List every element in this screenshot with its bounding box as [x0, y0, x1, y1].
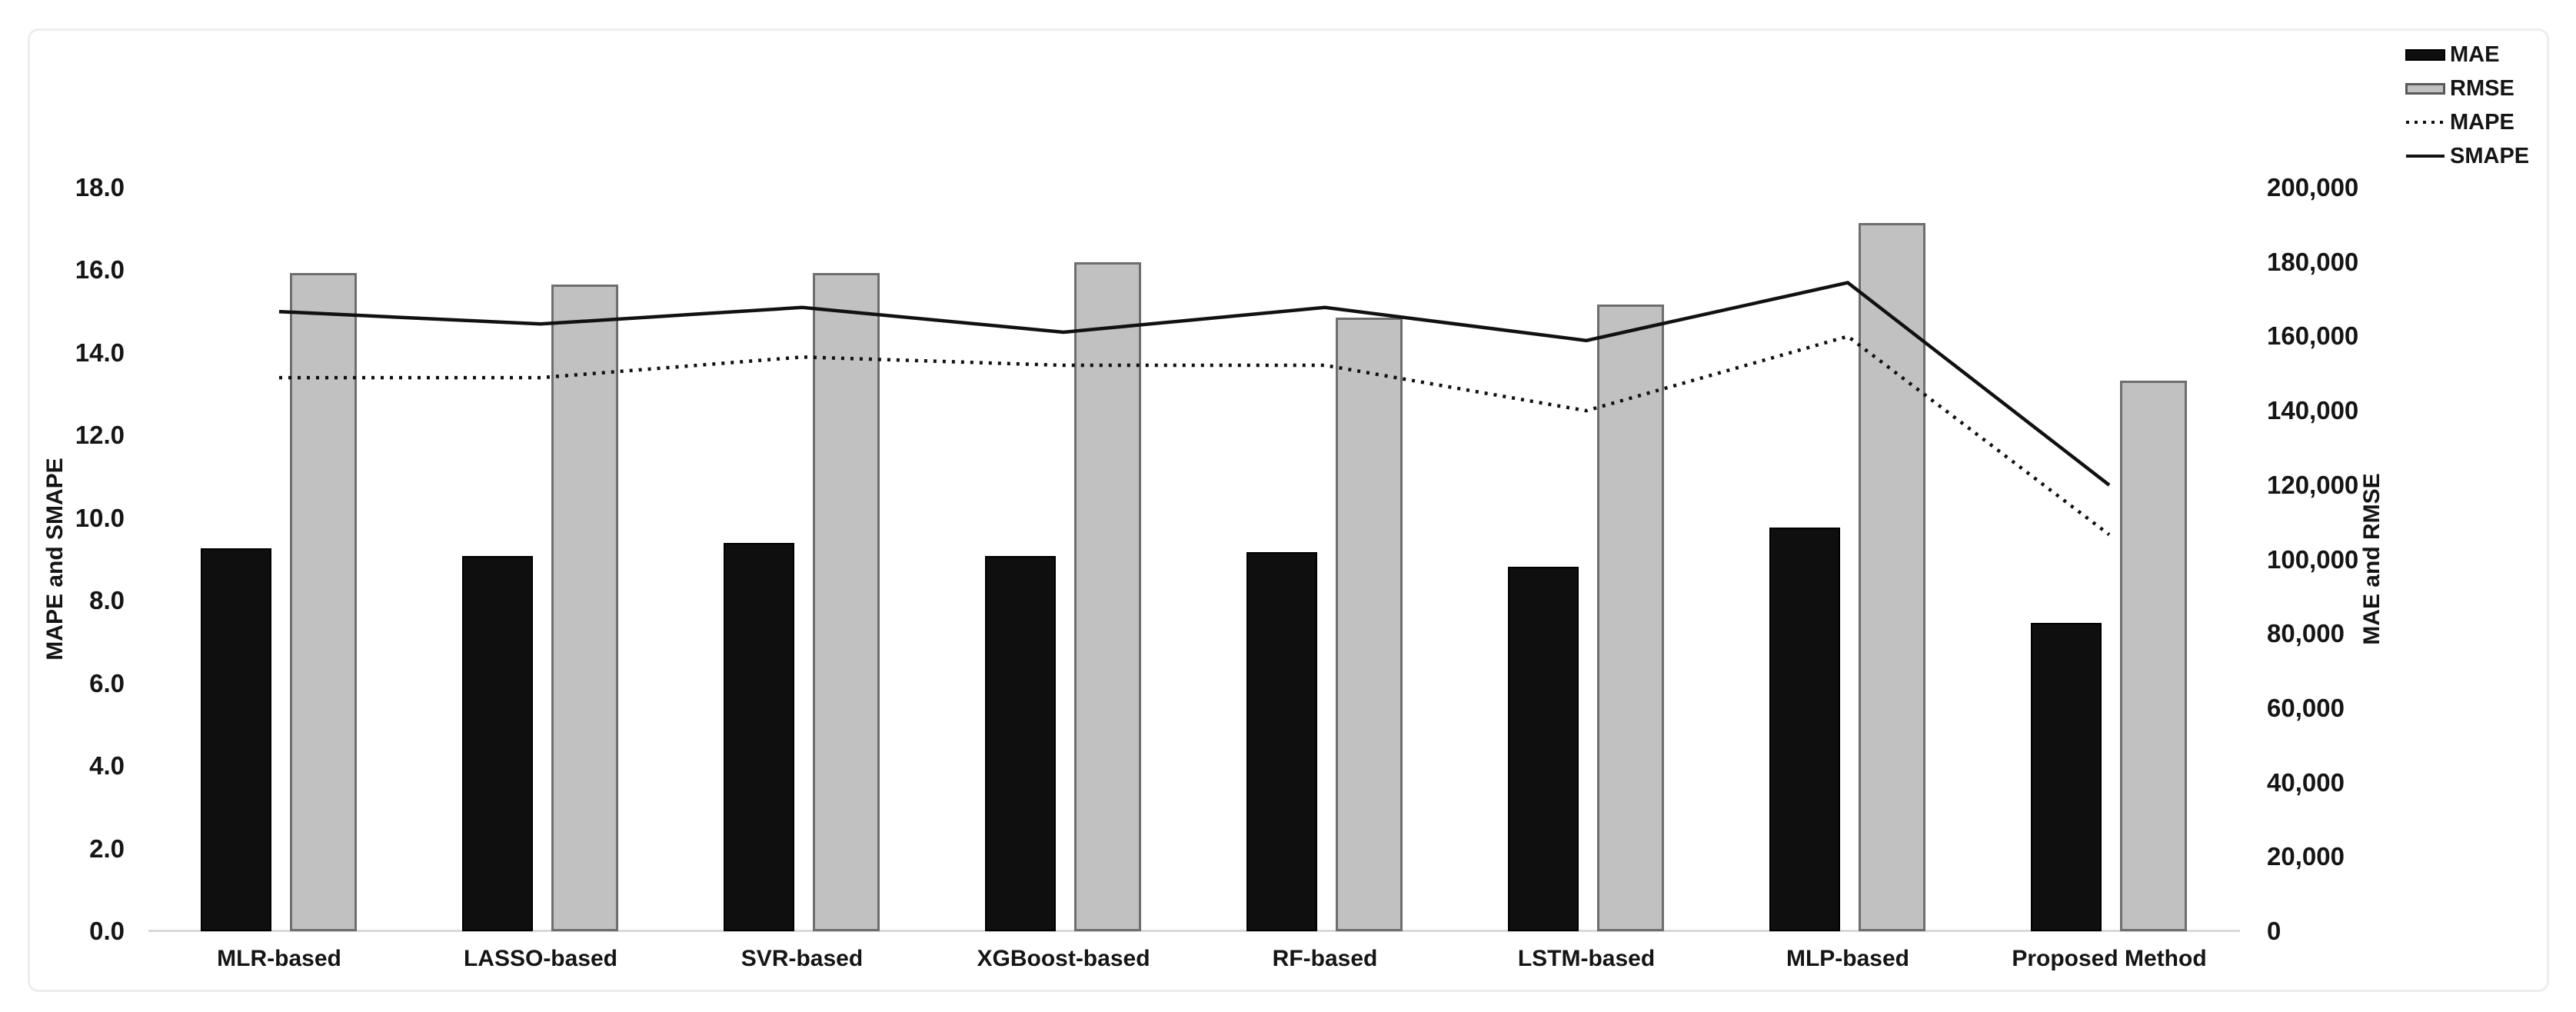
- rmse-bar: [290, 273, 357, 931]
- mape-line-swatch-icon: [2406, 121, 2445, 124]
- category-label: Proposed Method: [2012, 946, 2207, 971]
- left-axis-tick: 14.0: [75, 338, 125, 367]
- left-axis-tick: 0.0: [89, 917, 125, 945]
- right-axis-tick: 40,000: [2267, 767, 2345, 797]
- right-axis-tick: 140,000: [2267, 396, 2359, 425]
- mae-bar: [462, 555, 533, 931]
- mae-bar: [1769, 528, 1840, 931]
- right-axis-tick: 60,000: [2267, 693, 2345, 722]
- x-axis-baseline: [148, 930, 2240, 932]
- mae-bar: [724, 542, 794, 931]
- left-axis-tick: 10.0: [75, 503, 125, 532]
- mae-bar: [201, 548, 271, 931]
- right-axis-tick: 180,000: [2267, 247, 2359, 276]
- chart-frame-border: [28, 28, 2549, 992]
- right-axis-tick: 0: [2267, 917, 2281, 945]
- right-axis-tick: 200,000: [2267, 173, 2359, 201]
- left-axis-tick: 2.0: [89, 834, 125, 863]
- left-axis-tick: 16.0: [75, 255, 125, 285]
- right-axis-tick: 80,000: [2267, 619, 2345, 648]
- legend-item-label: RMSE: [2450, 76, 2514, 101]
- left-axis-tick: 6.0: [89, 668, 125, 697]
- rmse-bar: [1336, 318, 1403, 931]
- category-label: SVR-based: [741, 946, 864, 971]
- left-axis-tick: 18.0: [75, 173, 125, 201]
- left-axis-tick: 12.0: [75, 421, 125, 450]
- category-label: MLR-based: [217, 946, 341, 971]
- rmse-bar: [1597, 305, 1664, 931]
- category-label: LSTM-based: [1517, 946, 1656, 971]
- rmse-bar: [2120, 381, 2187, 931]
- mae-bar: [1508, 567, 1579, 931]
- smape-line: [278, 281, 2111, 487]
- rmse-bar: [1074, 261, 1141, 931]
- right-axis-tick: 120,000: [2267, 470, 2359, 499]
- legend-item-label: MAE: [2450, 42, 2500, 67]
- left-axis-tick: 8.0: [89, 586, 125, 615]
- left-axis-tick: 4.0: [89, 751, 125, 781]
- smape-line-swatch-icon: [2406, 155, 2445, 158]
- rmse-bar: [813, 273, 880, 931]
- mae-swatch-icon: [2405, 48, 2445, 61]
- rmse-swatch-icon: [2405, 82, 2445, 95]
- mape-line: [279, 334, 2111, 537]
- mae-bar: [985, 555, 1056, 931]
- mae-bar: [1246, 551, 1317, 931]
- legend: MAE RMSE MAPE SMAPE: [2405, 38, 2529, 173]
- mae-bar: [2031, 622, 2102, 931]
- legend-item-label: MAPE: [2450, 110, 2514, 135]
- legend-item: MAPE: [2405, 105, 2529, 139]
- category-label: MLP-based: [1786, 946, 1910, 971]
- right-axis-tick: 100,000: [2267, 544, 2359, 574]
- category-label: LASSO-based: [463, 946, 618, 971]
- legend-item: RMSE: [2405, 72, 2529, 105]
- right-axis-tick: 20,000: [2267, 842, 2345, 871]
- legend-item: MAE: [2405, 38, 2529, 72]
- legend-item-label: SMAPE: [2450, 144, 2530, 168]
- right-axis-tick: 160,000: [2267, 321, 2359, 351]
- category-label: XGBoost-based: [977, 946, 1150, 971]
- rmse-bar: [551, 284, 618, 931]
- category-label: RF-based: [1272, 946, 1378, 971]
- rmse-bar: [1859, 222, 1925, 931]
- legend-item: SMAPE: [2405, 139, 2529, 173]
